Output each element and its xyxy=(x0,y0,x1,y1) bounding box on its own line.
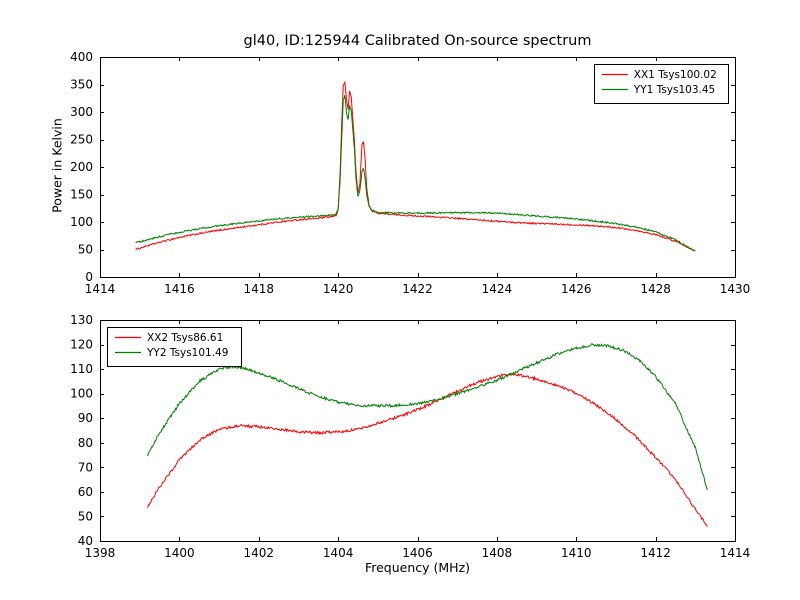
y-tick-label: 100 xyxy=(70,215,93,229)
x-tick-label: 1416 xyxy=(164,282,195,296)
legend-label: YY1 Tsys103.45 xyxy=(633,84,715,96)
y-tick-label: 150 xyxy=(70,188,93,202)
x-tick-label: 1406 xyxy=(402,546,433,560)
x-tick-label: 1414 xyxy=(85,282,116,296)
series-line-XX2 xyxy=(147,372,708,527)
y-tick-label: 50 xyxy=(78,509,93,523)
x-tick-label: 1428 xyxy=(640,282,671,296)
legend-label: XX1 Tsys100.02 xyxy=(634,69,717,81)
y-tick-label: 40 xyxy=(78,534,93,548)
series-line-XX1 xyxy=(135,80,696,252)
y-tick-label: 110 xyxy=(70,362,93,376)
series-line-YY2 xyxy=(147,343,708,491)
y-tick-label: 60 xyxy=(78,485,93,499)
y-tick-label: 80 xyxy=(78,436,93,450)
chart-title: gl40, ID:125944 Calibrated On-source spe… xyxy=(243,33,592,49)
x-tick-label: 1412 xyxy=(640,546,671,560)
x-tick-label: 1420 xyxy=(323,282,354,296)
y-tick-label: 350 xyxy=(70,78,93,92)
x-tick-label: 1398 xyxy=(85,546,116,560)
x-tick-label: 1404 xyxy=(323,546,354,560)
legend-box xyxy=(107,327,243,367)
x-tick-label: 1418 xyxy=(243,282,274,296)
y-tick-label: 90 xyxy=(78,411,93,425)
y-axis-label: Power in Kelvin xyxy=(49,118,65,213)
axes-2: 1398 1400 1402 1404 1406 1408 1410 1412 1414 40 50… xyxy=(70,313,750,560)
series-line-YY1 xyxy=(135,95,696,252)
y-tick-label: 50 xyxy=(78,243,93,257)
x-axis-label: Frequency (MHz) xyxy=(364,560,471,575)
legend-2: XX2 Tsys86.61 YY2 Tsys101.49 xyxy=(107,327,243,367)
y-tick-label: 120 xyxy=(70,338,93,352)
y-tick-label: 400 xyxy=(70,50,93,64)
y-tick-label: 130 xyxy=(70,313,93,327)
y-tick-label: 200 xyxy=(70,160,93,174)
y-tick-label: 0 xyxy=(85,270,93,284)
y-tick-label: 300 xyxy=(70,105,93,119)
legend-label: XX2 Tsys86.61 xyxy=(147,332,223,344)
axes-1: 1414 1416 1418 1420 1422 1424 1426 1428 1430 0 50 1… xyxy=(70,50,750,296)
x-tick-label: 1422 xyxy=(402,282,433,296)
x-tick-label: 1402 xyxy=(243,546,274,560)
x-tick-label: 1408 xyxy=(482,546,513,560)
x-tick-label: 1414 xyxy=(720,546,751,560)
y-tick-label: 100 xyxy=(70,387,93,401)
y-tick-label: 70 xyxy=(78,460,93,474)
x-tick-label: 1430 xyxy=(720,282,751,296)
x-tick-label: 1424 xyxy=(482,282,513,296)
x-tick-label: 1410 xyxy=(561,546,592,560)
legend-1: XX1 Tsys100.02 YY1 Tsys103.45 xyxy=(593,64,729,104)
y-tick-label: 250 xyxy=(70,133,93,147)
x-tick-label: 1426 xyxy=(561,282,592,296)
x-tick-label: 1400 xyxy=(164,546,195,560)
legend-box xyxy=(593,64,729,104)
legend-label: YY2 Tsys101.49 xyxy=(146,347,228,359)
